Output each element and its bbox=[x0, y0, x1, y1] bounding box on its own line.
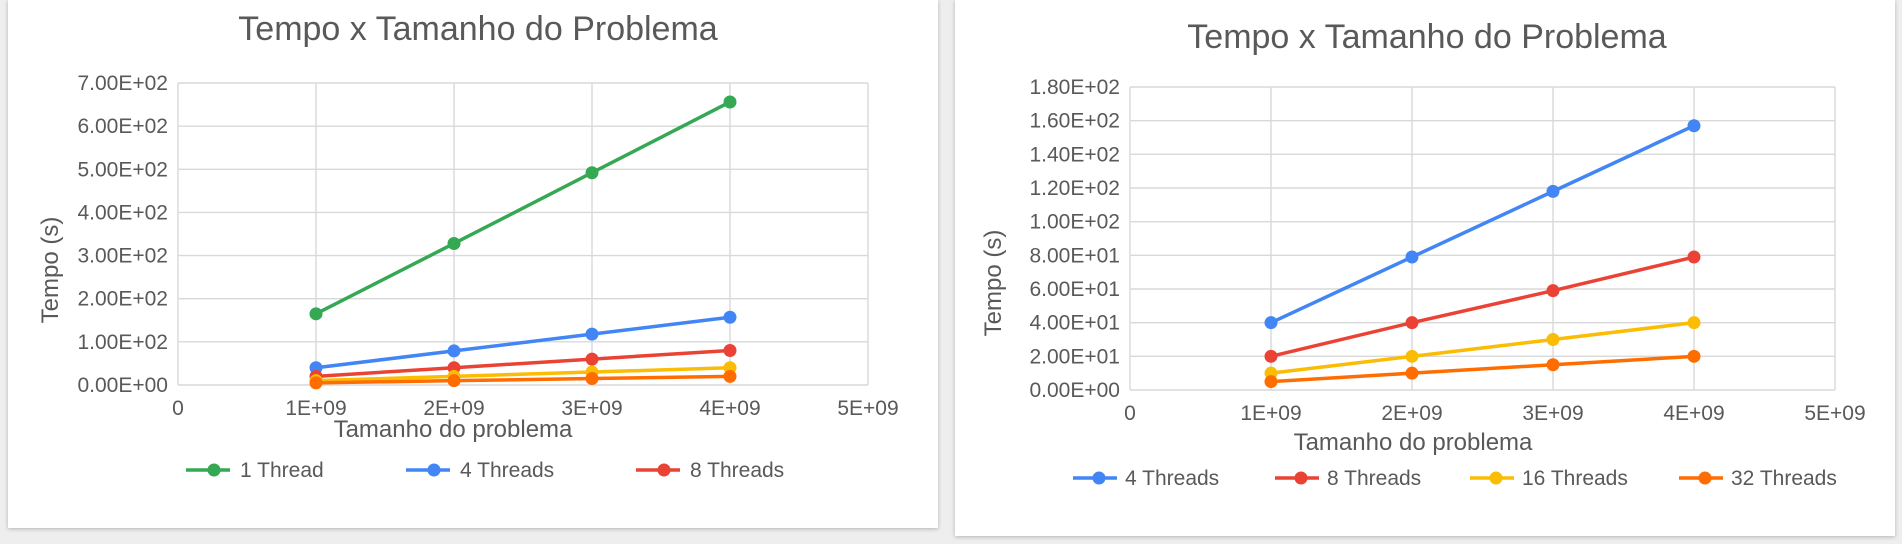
legend-label: 4 Threads bbox=[1125, 467, 1219, 490]
data-point bbox=[585, 327, 599, 341]
legend-swatch-marker bbox=[1092, 471, 1106, 485]
y-tick-label: 1.40E+02 bbox=[1029, 143, 1120, 166]
data-point bbox=[1405, 349, 1419, 363]
legend-label: 8 Threads bbox=[1327, 467, 1421, 490]
data-point bbox=[447, 344, 461, 358]
x-axis-title: Tamanho do problema bbox=[334, 416, 573, 443]
legend-label: 16 Threads bbox=[1522, 467, 1628, 490]
data-point bbox=[1687, 316, 1701, 330]
data-point bbox=[1264, 349, 1278, 363]
series-line bbox=[315, 315, 731, 370]
y-tick-label: 0.00E+00 bbox=[77, 374, 168, 397]
data-point bbox=[1264, 375, 1278, 389]
data-point bbox=[447, 374, 461, 388]
y-tick-label: 5.00E+02 bbox=[77, 158, 168, 181]
y-tick-label: 6.00E+01 bbox=[1029, 278, 1120, 301]
y-tick-label: 2.00E+02 bbox=[77, 288, 168, 311]
series-line bbox=[315, 100, 731, 316]
x-tick-label: 3E+09 bbox=[1522, 402, 1583, 425]
x-tick-label: 1E+09 bbox=[1240, 402, 1301, 425]
legend-swatch-marker bbox=[427, 463, 441, 477]
x-axis-title: Tamanho do problema bbox=[1294, 429, 1533, 456]
data-point bbox=[1405, 250, 1419, 264]
y-tick-label: 0.00E+00 bbox=[1029, 379, 1120, 402]
y-axis-title: Tempo (s) bbox=[980, 230, 1007, 337]
x-tick-label: 3E+09 bbox=[561, 397, 622, 420]
legend-swatch-marker bbox=[657, 463, 671, 477]
chart-title: Tempo x Tamanho do Problema bbox=[1187, 18, 1667, 56]
data-point bbox=[1687, 349, 1701, 363]
data-point bbox=[1687, 250, 1701, 264]
data-point bbox=[309, 376, 323, 390]
data-point bbox=[723, 310, 737, 324]
x-tick-label: 5E+09 bbox=[837, 397, 898, 420]
data-point bbox=[1546, 333, 1560, 346]
data-point bbox=[1405, 316, 1419, 330]
data-point bbox=[585, 166, 599, 180]
legend-swatch-marker bbox=[207, 463, 221, 477]
data-point bbox=[723, 95, 737, 109]
y-tick-label: 1.00E+02 bbox=[1029, 211, 1120, 234]
x-tick-label: 4E+09 bbox=[1663, 402, 1724, 425]
series-line bbox=[1270, 124, 1695, 325]
y-tick-label: 7.00E+02 bbox=[77, 72, 168, 95]
series-line bbox=[1270, 255, 1695, 359]
legend-label: 1 Thread bbox=[240, 459, 324, 482]
x-tick-label: 0 bbox=[172, 397, 184, 420]
series-line bbox=[315, 348, 731, 379]
y-tick-label: 1.00E+02 bbox=[77, 331, 168, 354]
chart-panel-left: Tempo x Tamanho do Problema Tempo (s) Ta… bbox=[8, 0, 938, 528]
y-tick-label: 4.00E+01 bbox=[1029, 312, 1120, 335]
data-point bbox=[723, 343, 737, 357]
x-tick-label: 4E+09 bbox=[699, 397, 760, 420]
data-point bbox=[1264, 316, 1278, 330]
data-point bbox=[1405, 366, 1419, 380]
y-tick-label: 1.20E+02 bbox=[1029, 177, 1120, 200]
data-point bbox=[1546, 358, 1560, 372]
y-tick-label: 1.80E+02 bbox=[1029, 76, 1120, 99]
series-line bbox=[1270, 320, 1695, 375]
chart-right: Tempo x Tamanho do Problema Tempo (s) Ta… bbox=[980, 18, 1866, 490]
y-tick-label: 3.00E+02 bbox=[77, 245, 168, 268]
data-point bbox=[1546, 284, 1560, 298]
legend-label: 8 Threads bbox=[690, 459, 784, 482]
data-point bbox=[585, 372, 599, 386]
series-line bbox=[315, 365, 731, 383]
y-tick-label: 1.60E+02 bbox=[1029, 110, 1120, 133]
y-tick-label: 4.00E+02 bbox=[77, 201, 168, 224]
x-tick-label: 5E+09 bbox=[1804, 402, 1865, 425]
x-tick-label: 1E+09 bbox=[285, 397, 346, 420]
series-line bbox=[315, 374, 731, 385]
x-tick-label: 0 bbox=[1124, 402, 1136, 425]
data-point bbox=[309, 307, 323, 321]
data-point bbox=[585, 352, 599, 366]
legend-swatch-marker bbox=[1489, 471, 1503, 485]
legend-swatch-marker bbox=[1294, 471, 1308, 485]
legend-swatch-marker bbox=[1698, 471, 1712, 485]
legend-label: 32 Threads bbox=[1731, 467, 1837, 490]
y-tick-label: 6.00E+02 bbox=[77, 115, 168, 138]
x-tick-label: 2E+09 bbox=[1381, 402, 1442, 425]
x-tick-label: 2E+09 bbox=[423, 397, 484, 420]
data-point bbox=[1546, 184, 1560, 198]
chart-panel-right: Tempo x Tamanho do Problema Tempo (s) Ta… bbox=[955, 0, 1895, 536]
chart-title: Tempo x Tamanho do Problema bbox=[238, 10, 718, 48]
legend-label: 4 Threads bbox=[460, 459, 554, 482]
chart-left: Tempo x Tamanho do Problema Tempo (s) Ta… bbox=[37, 10, 899, 482]
y-tick-label: 2.00E+01 bbox=[1029, 345, 1120, 368]
data-point bbox=[447, 236, 461, 250]
y-axis-title: Tempo (s) bbox=[37, 217, 64, 324]
data-point bbox=[723, 369, 737, 383]
data-point bbox=[1687, 119, 1701, 133]
y-tick-label: 8.00E+01 bbox=[1029, 244, 1120, 267]
series-line bbox=[1270, 354, 1695, 384]
